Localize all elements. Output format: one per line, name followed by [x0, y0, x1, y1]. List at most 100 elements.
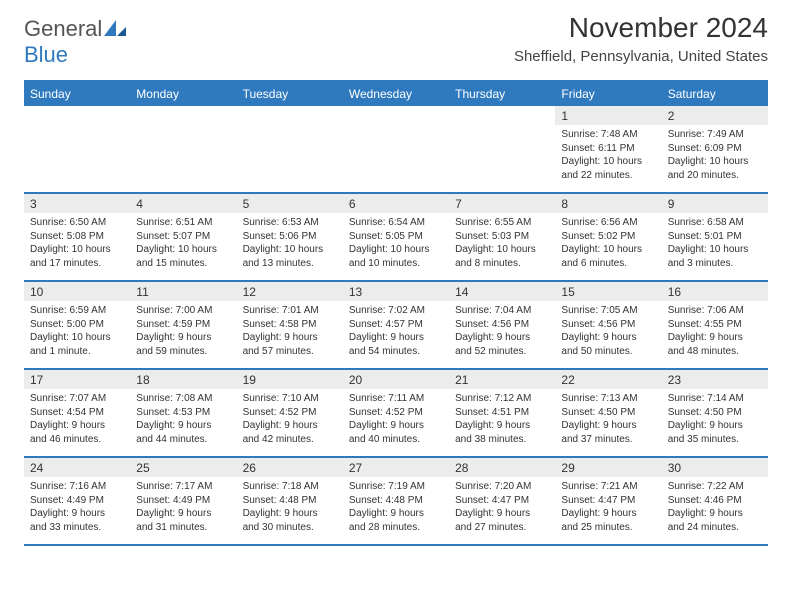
sunset-text: Sunset: 4:56 PM [455, 318, 549, 332]
day-number [24, 106, 130, 111]
day-info: Sunrise: 6:54 AMSunset: 5:05 PMDaylight:… [343, 213, 449, 275]
day-number: 23 [662, 370, 768, 389]
sunset-text: Sunset: 4:47 PM [561, 494, 655, 508]
sunset-text: Sunset: 5:08 PM [30, 230, 124, 244]
day-number: 16 [662, 282, 768, 301]
daylight-text: Daylight: 9 hours and 52 minutes. [455, 331, 549, 358]
sunset-text: Sunset: 4:54 PM [30, 406, 124, 420]
day-info: Sunrise: 7:08 AMSunset: 4:53 PMDaylight:… [130, 389, 236, 451]
sunrise-text: Sunrise: 6:59 AM [30, 304, 124, 318]
sunset-text: Sunset: 4:49 PM [30, 494, 124, 508]
day-cell: 24Sunrise: 7:16 AMSunset: 4:49 PMDayligh… [24, 458, 130, 544]
week-row: 24Sunrise: 7:16 AMSunset: 4:49 PMDayligh… [24, 458, 768, 546]
day-number [343, 106, 449, 111]
sunrise-text: Sunrise: 7:06 AM [668, 304, 762, 318]
day-number: 7 [449, 194, 555, 213]
dayheader-row: Sunday Monday Tuesday Wednesday Thursday… [24, 82, 768, 106]
day-cell: 19Sunrise: 7:10 AMSunset: 4:52 PMDayligh… [237, 370, 343, 456]
sunset-text: Sunset: 4:46 PM [668, 494, 762, 508]
daylight-text: Daylight: 9 hours and 27 minutes. [455, 507, 549, 534]
day-number: 10 [24, 282, 130, 301]
day-number: 20 [343, 370, 449, 389]
daylight-text: Daylight: 9 hours and 59 minutes. [136, 331, 230, 358]
day-cell: 1Sunrise: 7:48 AMSunset: 6:11 PMDaylight… [555, 106, 661, 192]
day-info: Sunrise: 6:56 AMSunset: 5:02 PMDaylight:… [555, 213, 661, 275]
day-number [449, 106, 555, 111]
day-number: 18 [130, 370, 236, 389]
day-cell: 14Sunrise: 7:04 AMSunset: 4:56 PMDayligh… [449, 282, 555, 368]
title-block: November 2024 Sheffield, Pennsylvania, U… [24, 12, 768, 65]
day-info: Sunrise: 7:12 AMSunset: 4:51 PMDaylight:… [449, 389, 555, 451]
day-number: 9 [662, 194, 768, 213]
daylight-text: Daylight: 9 hours and 48 minutes. [668, 331, 762, 358]
daylight-text: Daylight: 10 hours and 17 minutes. [30, 243, 124, 270]
logo-text-2: Blue [24, 42, 68, 67]
day-cell: 18Sunrise: 7:08 AMSunset: 4:53 PMDayligh… [130, 370, 236, 456]
dayheader-wednesday: Wednesday [343, 82, 449, 106]
daylight-text: Daylight: 10 hours and 10 minutes. [349, 243, 443, 270]
day-info: Sunrise: 7:21 AMSunset: 4:47 PMDaylight:… [555, 477, 661, 539]
week-row: 17Sunrise: 7:07 AMSunset: 4:54 PMDayligh… [24, 370, 768, 458]
daylight-text: Daylight: 10 hours and 6 minutes. [561, 243, 655, 270]
daylight-text: Daylight: 9 hours and 30 minutes. [243, 507, 337, 534]
day-info: Sunrise: 6:53 AMSunset: 5:06 PMDaylight:… [237, 213, 343, 275]
sunrise-text: Sunrise: 6:53 AM [243, 216, 337, 230]
day-number: 2 [662, 106, 768, 125]
day-info: Sunrise: 7:10 AMSunset: 4:52 PMDaylight:… [237, 389, 343, 451]
logo-sail-icon [104, 20, 126, 41]
header: General Blue November 2024 Sheffield, Pe… [0, 0, 792, 70]
daylight-text: Daylight: 10 hours and 1 minute. [30, 331, 124, 358]
sunrise-text: Sunrise: 6:58 AM [668, 216, 762, 230]
day-number: 5 [237, 194, 343, 213]
sunset-text: Sunset: 4:59 PM [136, 318, 230, 332]
day-number: 22 [555, 370, 661, 389]
sunrise-text: Sunrise: 7:12 AM [455, 392, 549, 406]
sunrise-text: Sunrise: 7:13 AM [561, 392, 655, 406]
sunrise-text: Sunrise: 7:08 AM [136, 392, 230, 406]
day-number: 1 [555, 106, 661, 125]
daylight-text: Daylight: 9 hours and 42 minutes. [243, 419, 337, 446]
sunrise-text: Sunrise: 7:01 AM [243, 304, 337, 318]
sunset-text: Sunset: 5:03 PM [455, 230, 549, 244]
day-cell: 12Sunrise: 7:01 AMSunset: 4:58 PMDayligh… [237, 282, 343, 368]
sunset-text: Sunset: 5:07 PM [136, 230, 230, 244]
daylight-text: Daylight: 10 hours and 13 minutes. [243, 243, 337, 270]
dayheader-sunday: Sunday [24, 82, 130, 106]
sunrise-text: Sunrise: 6:50 AM [30, 216, 124, 230]
daylight-text: Daylight: 9 hours and 37 minutes. [561, 419, 655, 446]
day-cell: 11Sunrise: 7:00 AMSunset: 4:59 PMDayligh… [130, 282, 236, 368]
sunset-text: Sunset: 4:57 PM [349, 318, 443, 332]
day-number: 30 [662, 458, 768, 477]
sunset-text: Sunset: 5:00 PM [30, 318, 124, 332]
day-cell: 17Sunrise: 7:07 AMSunset: 4:54 PMDayligh… [24, 370, 130, 456]
sunrise-text: Sunrise: 7:11 AM [349, 392, 443, 406]
day-cell: 9Sunrise: 6:58 AMSunset: 5:01 PMDaylight… [662, 194, 768, 280]
daylight-text: Daylight: 9 hours and 44 minutes. [136, 419, 230, 446]
day-cell: 6Sunrise: 6:54 AMSunset: 5:05 PMDaylight… [343, 194, 449, 280]
sunset-text: Sunset: 4:52 PM [349, 406, 443, 420]
day-info: Sunrise: 7:19 AMSunset: 4:48 PMDaylight:… [343, 477, 449, 539]
sunset-text: Sunset: 4:48 PM [349, 494, 443, 508]
day-number: 3 [24, 194, 130, 213]
sunrise-text: Sunrise: 7:18 AM [243, 480, 337, 494]
sunset-text: Sunset: 6:09 PM [668, 142, 762, 156]
day-cell: 15Sunrise: 7:05 AMSunset: 4:56 PMDayligh… [555, 282, 661, 368]
daylight-text: Daylight: 9 hours and 31 minutes. [136, 507, 230, 534]
day-number: 15 [555, 282, 661, 301]
daylight-text: Daylight: 10 hours and 3 minutes. [668, 243, 762, 270]
sunset-text: Sunset: 4:50 PM [561, 406, 655, 420]
day-info: Sunrise: 7:22 AMSunset: 4:46 PMDaylight:… [662, 477, 768, 539]
sunrise-text: Sunrise: 7:21 AM [561, 480, 655, 494]
day-info: Sunrise: 7:49 AMSunset: 6:09 PMDaylight:… [662, 125, 768, 187]
day-cell: 23Sunrise: 7:14 AMSunset: 4:50 PMDayligh… [662, 370, 768, 456]
day-number: 25 [130, 458, 236, 477]
day-info: Sunrise: 7:02 AMSunset: 4:57 PMDaylight:… [343, 301, 449, 363]
sunset-text: Sunset: 4:56 PM [561, 318, 655, 332]
day-info: Sunrise: 6:50 AMSunset: 5:08 PMDaylight:… [24, 213, 130, 275]
sunset-text: Sunset: 4:53 PM [136, 406, 230, 420]
day-cell: 29Sunrise: 7:21 AMSunset: 4:47 PMDayligh… [555, 458, 661, 544]
day-info: Sunrise: 6:51 AMSunset: 5:07 PMDaylight:… [130, 213, 236, 275]
day-number: 29 [555, 458, 661, 477]
dayheader-monday: Monday [130, 82, 236, 106]
week-row: 3Sunrise: 6:50 AMSunset: 5:08 PMDaylight… [24, 194, 768, 282]
